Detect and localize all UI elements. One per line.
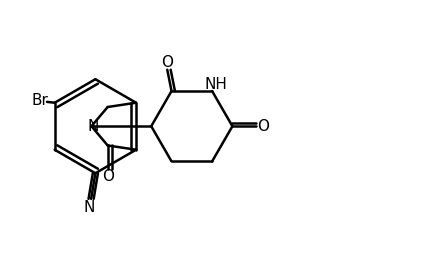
Text: NH: NH <box>204 77 227 92</box>
Text: N: N <box>83 200 95 215</box>
Text: O: O <box>258 119 270 134</box>
Text: N: N <box>88 119 99 134</box>
Text: O: O <box>101 169 114 184</box>
Text: Br: Br <box>31 93 48 108</box>
Text: O: O <box>161 55 173 69</box>
